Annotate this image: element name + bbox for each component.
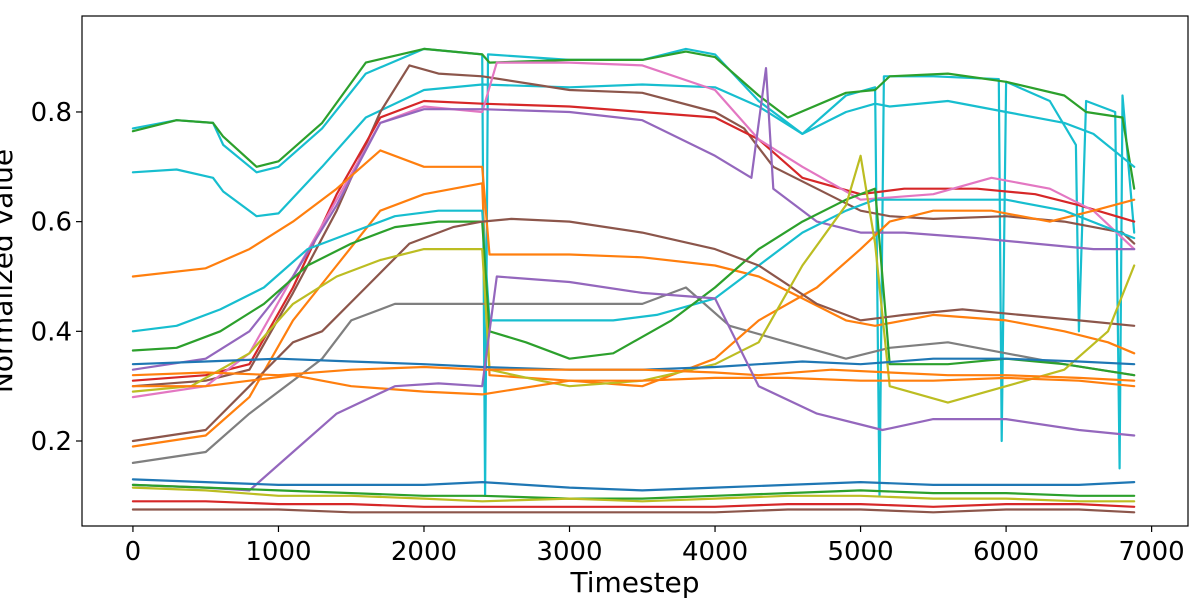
x-axis-title: Timestep [569, 566, 699, 599]
x-tick-label: 7000 [1119, 537, 1185, 567]
series-line-5 [131, 99, 1136, 382]
x-tick-label: 0 [125, 537, 142, 567]
series-line-6 [131, 61, 1136, 399]
series-line-19 [131, 478, 1136, 492]
plot-frame [81, 15, 1189, 527]
series-line-4 [131, 64, 1136, 388]
series-line-7 [131, 67, 1136, 371]
y-tick-label: 0.6 [31, 208, 72, 238]
x-tick-label: 6000 [973, 537, 1039, 567]
series-line-1 [131, 47, 1136, 497]
x-tick-label: 2000 [391, 537, 457, 567]
x-tick-label: 3000 [536, 537, 602, 567]
y-tick-label: 0.8 [31, 98, 72, 128]
series-line-16 [131, 365, 1136, 382]
series-line-20 [131, 483, 1136, 500]
y-tick-label: 0.4 [31, 317, 72, 347]
series-line-23 [131, 508, 1136, 514]
series-line-14 [131, 154, 1136, 404]
x-axis: 0 1000 2000 3000 4000 5000 6000 7000 [125, 526, 1185, 567]
series-line-18 [131, 275, 1136, 492]
series-line-2 [131, 47, 1136, 190]
series-line-11 [131, 198, 1136, 333]
series-line-13 [131, 217, 1136, 443]
series-line-12 [131, 187, 1136, 377]
series-line-8 [131, 149, 1136, 355]
y-tick-label: 0.2 [31, 427, 72, 457]
series-line-15 [131, 357, 1136, 371]
x-tick-label: 5000 [827, 537, 893, 567]
series-line-17 [131, 374, 1136, 396]
series-line-10 [131, 182, 1136, 448]
y-axis: 0.2 0.4 0.6 0.8 [31, 98, 82, 457]
series-line-22 [131, 500, 1136, 508]
x-tick-label: 4000 [682, 537, 748, 567]
x-tick-label: 1000 [245, 537, 311, 567]
series-line-21 [131, 486, 1136, 503]
y-axis-title: Normalized value [0, 149, 19, 393]
series-layer [131, 47, 1136, 514]
series-line-3 [131, 83, 1136, 218]
